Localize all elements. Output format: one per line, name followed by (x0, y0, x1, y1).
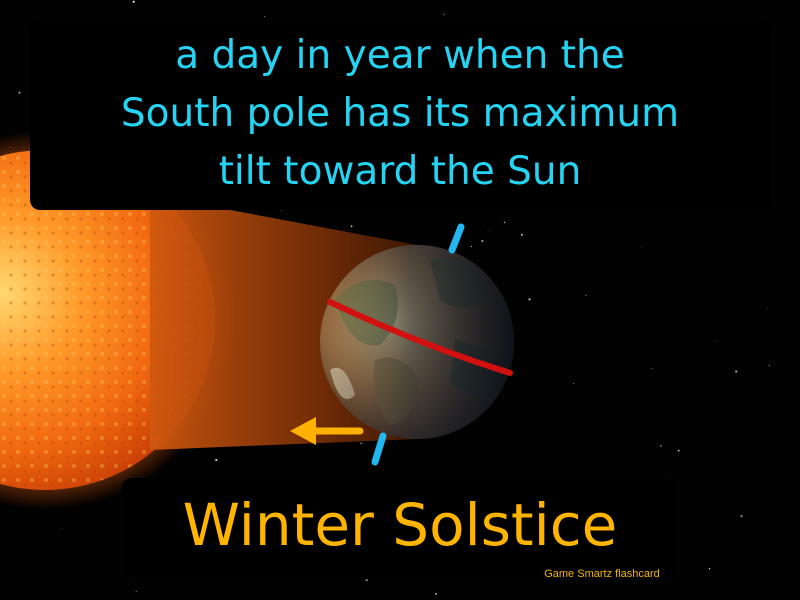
term-title: Winter Solstice (182, 491, 618, 559)
star (132, 0, 135, 3)
earth-icon (320, 245, 514, 439)
star (660, 445, 662, 447)
star (350, 225, 353, 228)
star (442, 13, 445, 16)
star (264, 16, 265, 17)
star (215, 458, 218, 462)
star (740, 515, 743, 518)
definition-line: tilt toward the Sun (218, 149, 582, 194)
star (572, 382, 575, 385)
term-panel: Winter Solstice (122, 478, 678, 578)
star (650, 367, 653, 370)
star (18, 91, 21, 94)
definition-text: a day in year when the South pole has it… (40, 27, 760, 201)
star (435, 593, 438, 595)
star (520, 233, 523, 236)
star (714, 340, 716, 342)
definition-line: South pole has its maximum (120, 91, 680, 136)
star (677, 449, 680, 452)
star (360, 442, 362, 444)
star (767, 308, 769, 310)
credit-text: Game Smartz flashcard (544, 568, 660, 580)
orbit-direction-arrow-icon (290, 417, 364, 445)
star (768, 364, 770, 367)
star (708, 568, 711, 570)
star (135, 590, 138, 593)
equator-line-icon (327, 299, 513, 376)
star (503, 221, 506, 224)
definition-line: a day in year when the (175, 33, 625, 78)
definition-panel: a day in year when the South pole has it… (30, 18, 770, 210)
star (481, 239, 484, 243)
star (365, 579, 368, 582)
earth-axis-north-icon (448, 223, 465, 254)
star (487, 230, 489, 231)
star (735, 370, 738, 373)
star (61, 528, 63, 530)
star (528, 298, 531, 301)
star (470, 245, 473, 248)
star (585, 294, 587, 296)
star (641, 246, 643, 248)
earth-axis-south-icon (371, 432, 387, 466)
